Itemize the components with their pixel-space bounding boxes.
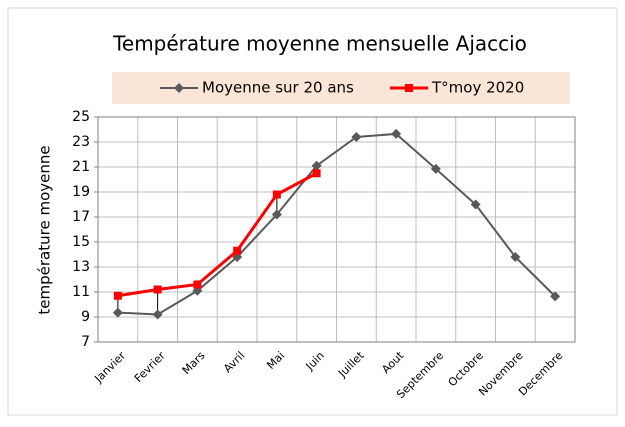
chart-title: Température moyenne mensuelle Ajaccio — [112, 32, 527, 56]
legend-label: Moyenne sur 20 ans — [202, 79, 354, 97]
marker — [470, 199, 481, 210]
marker — [174, 83, 184, 93]
y-tick-label: 19 — [72, 184, 90, 200]
legend-label: T°moy 2020 — [431, 79, 524, 97]
y-tick-label: 21 — [72, 159, 90, 175]
marker — [272, 190, 281, 199]
marker — [311, 160, 322, 171]
marker — [550, 291, 561, 302]
y-tick-label: 17 — [72, 209, 90, 225]
marker — [405, 84, 413, 92]
marker — [152, 309, 163, 320]
marker — [430, 163, 441, 174]
y-axis-label: température moyenne — [36, 145, 54, 314]
marker — [233, 246, 242, 255]
marker — [391, 128, 402, 139]
marker — [153, 285, 162, 294]
marker — [312, 169, 321, 178]
y-tick-label: 23 — [72, 134, 90, 150]
series-line — [117, 171, 318, 298]
y-tick-label: 15 — [72, 234, 90, 250]
marker — [112, 307, 123, 318]
marker — [510, 252, 521, 262]
marker — [113, 291, 122, 300]
plot-border — [97, 116, 576, 343]
y-tick-label: 7 — [81, 334, 90, 350]
marker — [271, 209, 282, 220]
y-tick-label: 9 — [81, 309, 90, 325]
y-tick-label: 25 — [72, 109, 90, 125]
y-tick-label: 11 — [72, 284, 90, 300]
marker — [193, 280, 202, 289]
marker — [351, 132, 362, 142]
y-tick-label: 13 — [72, 259, 90, 275]
series-line — [117, 132, 556, 316]
